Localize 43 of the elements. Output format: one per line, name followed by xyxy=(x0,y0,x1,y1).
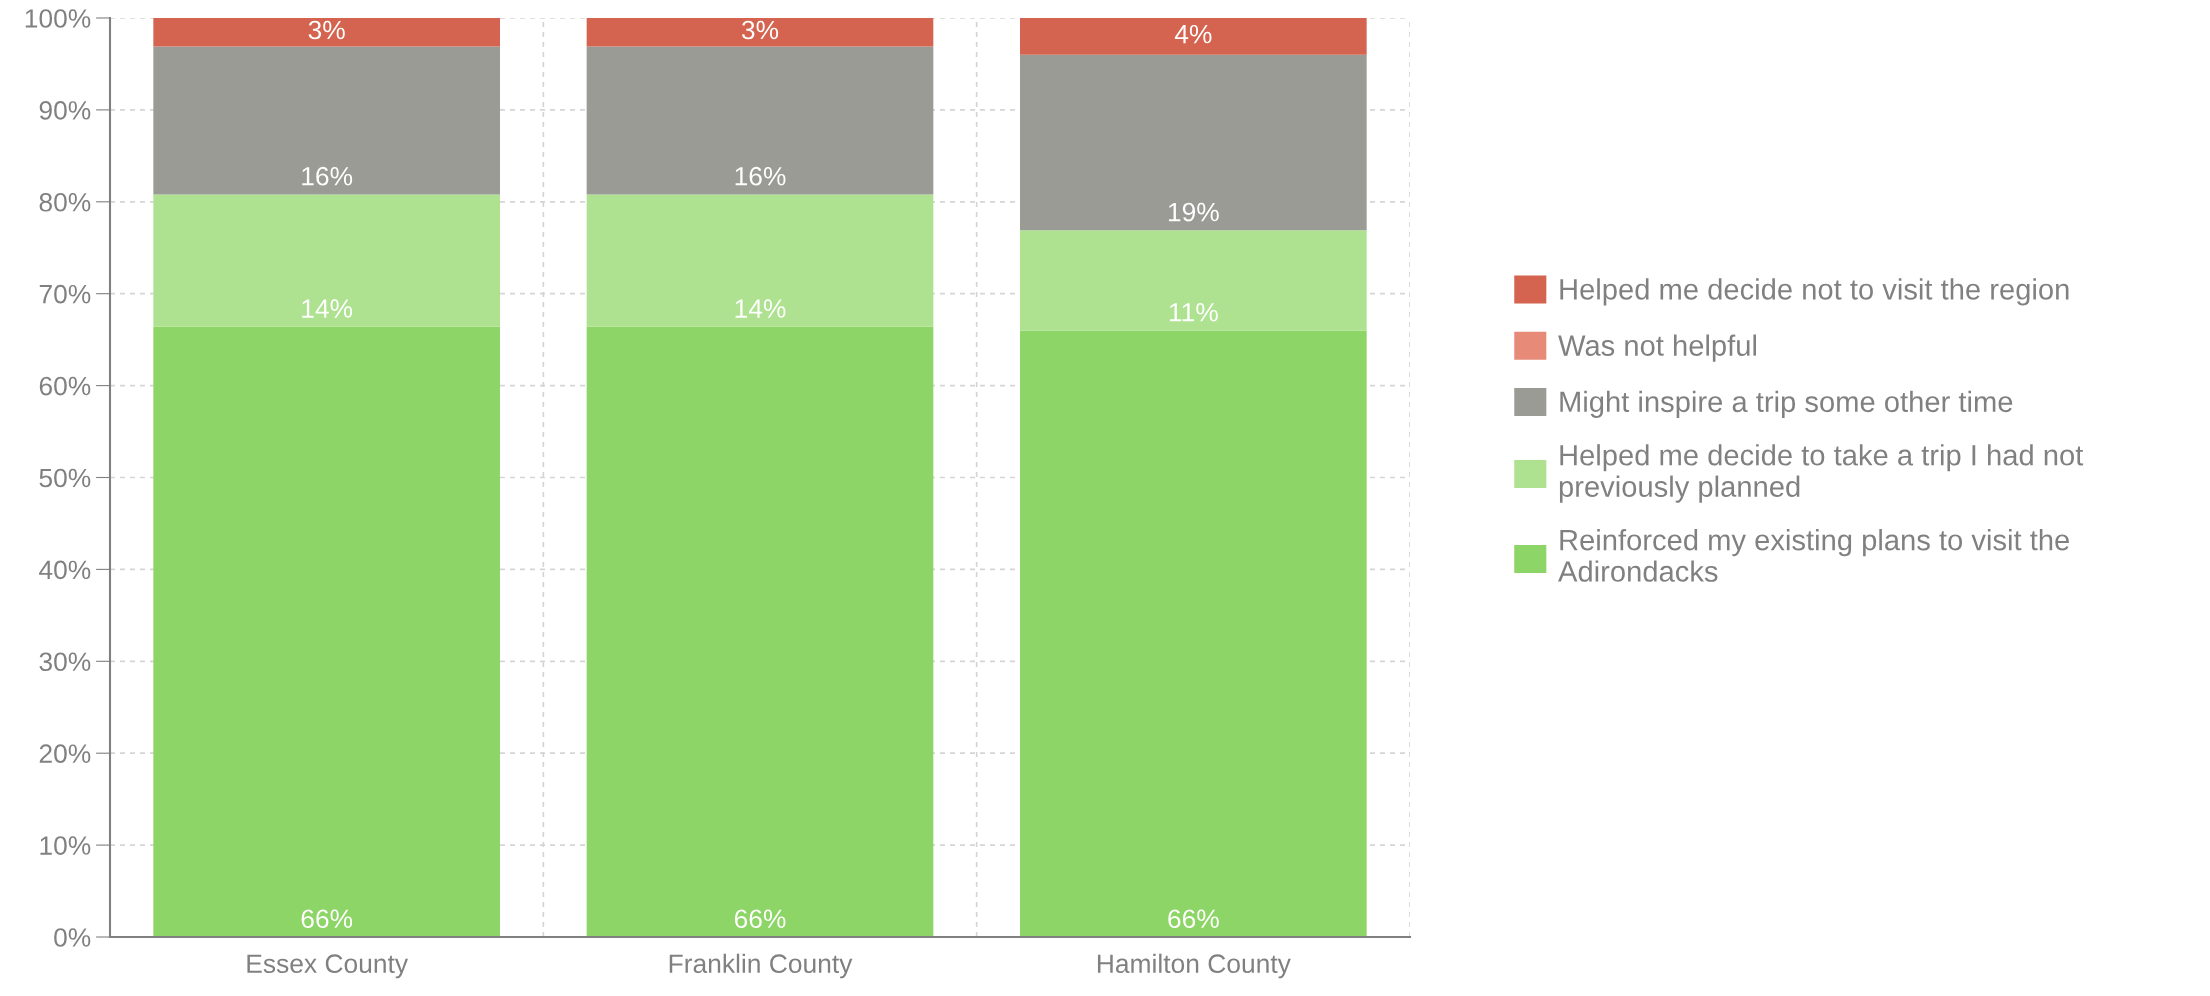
y-tick-label: 0% xyxy=(54,928,91,947)
data-label: 3% xyxy=(741,20,779,40)
x-tick-label: Essex County xyxy=(247,954,409,979)
y-tick-label: 90% xyxy=(39,101,91,120)
y-tick-label: 40% xyxy=(39,560,91,580)
y-tick-label: 70% xyxy=(39,284,91,304)
bar xyxy=(1020,18,1367,55)
data-label: 19% xyxy=(1168,202,1219,222)
bar xyxy=(586,194,934,327)
bar xyxy=(153,194,500,327)
y-tick-label: 80% xyxy=(39,192,91,212)
data-label: 16% xyxy=(302,166,353,186)
data-label: 4% xyxy=(1174,24,1212,44)
bar xyxy=(153,18,500,47)
y-tick-label: 30% xyxy=(39,652,91,672)
data-label: 66% xyxy=(301,909,353,929)
data-label: 16% xyxy=(735,166,786,186)
legend-label: Might inspire a trip some other time xyxy=(1560,390,2013,418)
y-tick-label: 60% xyxy=(39,376,91,396)
legend-label: Helped me decide to take a trip I had not previously planned xyxy=(1559,444,2084,503)
legend-label: Helped me decide not to visit the region xyxy=(1560,278,2069,306)
bar xyxy=(586,18,934,47)
bar xyxy=(153,46,500,195)
data-label: 14% xyxy=(302,299,353,318)
bar xyxy=(153,326,500,937)
bar xyxy=(1020,54,1367,231)
y-tick-label: 10% xyxy=(40,836,91,855)
x-tick-label: Hamilton County xyxy=(1097,953,1291,979)
data-label: 66% xyxy=(1168,909,1219,929)
y-tick-label: 100% xyxy=(25,9,91,28)
legend-label: Was not helpful xyxy=(1558,334,1756,362)
y-tick-label: 20% xyxy=(39,744,91,764)
data-label: 14% xyxy=(735,299,786,318)
bar xyxy=(586,46,934,195)
data-label: 3% xyxy=(308,20,345,40)
data-label: 66% xyxy=(734,909,786,929)
bar xyxy=(1020,330,1367,937)
bar xyxy=(1020,230,1367,331)
y-tick-label: 50% xyxy=(39,468,91,488)
legend-label: Reinforced my existing plans to visit the Adirondacks xyxy=(1558,529,2069,582)
bar xyxy=(586,326,934,937)
x-tick-label: Franklin County xyxy=(669,953,853,979)
data-label: 11% xyxy=(1169,303,1218,322)
